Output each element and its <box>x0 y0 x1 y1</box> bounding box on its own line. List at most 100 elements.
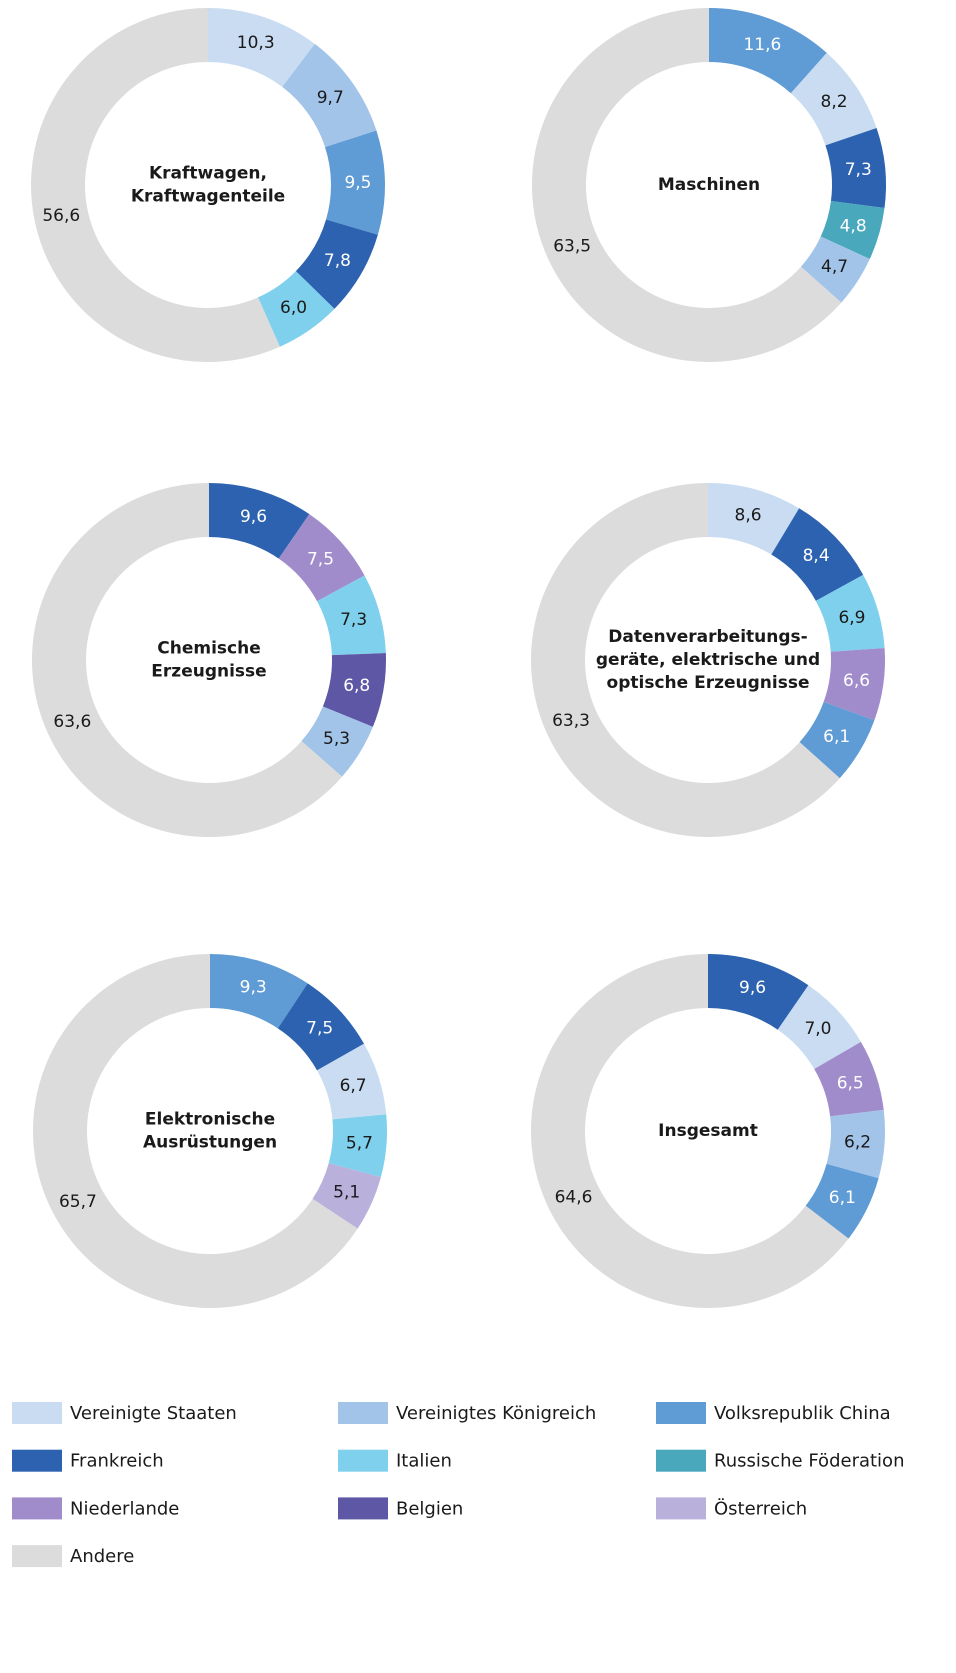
legend-label: Österreich <box>714 1497 807 1519</box>
value-label: 6,6 <box>843 671 870 691</box>
value-label: 7,3 <box>340 610 367 630</box>
chart-title: Ausrüstungen <box>143 1133 277 1153</box>
legend-swatch <box>338 1497 388 1520</box>
chart-title: Kraftwagen, <box>149 164 267 184</box>
donut-segment <box>771 508 864 601</box>
donut-segment <box>799 701 875 779</box>
value-label: 9,6 <box>240 507 267 527</box>
value-label: 7,0 <box>804 1019 831 1039</box>
donut-segment <box>800 236 870 303</box>
chart-title: Erzeugnisse <box>151 662 266 682</box>
donut-segment <box>823 648 885 721</box>
donut-segment <box>33 954 358 1308</box>
value-label: 56,6 <box>42 206 80 226</box>
value-label: 5,7 <box>346 1134 373 1154</box>
donut-segment <box>814 1041 884 1117</box>
chart-title: Kraftwagenteile <box>131 187 285 207</box>
value-label: 6,7 <box>340 1076 367 1096</box>
donut-segment <box>815 574 885 652</box>
value-label: 10,3 <box>237 33 275 53</box>
legend-swatch <box>12 1449 62 1472</box>
value-label: 6,5 <box>837 1073 864 1093</box>
donut-segment <box>209 483 310 559</box>
value-label: 8,4 <box>803 546 830 566</box>
value-label: 11,6 <box>743 35 781 55</box>
value-label: 8,6 <box>735 505 762 525</box>
donut-segment <box>282 43 377 148</box>
donut-segment <box>31 8 280 362</box>
value-label: 5,3 <box>323 729 350 749</box>
legend-swatch <box>656 1449 706 1472</box>
value-label: 6,1 <box>823 727 850 747</box>
legend-swatch <box>656 1497 706 1520</box>
donut-segment <box>210 954 308 1029</box>
donut-segment <box>301 706 373 777</box>
donut-segment <box>531 483 840 837</box>
legend-swatch <box>12 1497 62 1520</box>
donut-segment <box>325 130 385 235</box>
chart-title: Insgesamt <box>658 1121 758 1141</box>
donut-segment <box>531 954 849 1308</box>
donut-segment <box>826 1109 885 1179</box>
value-label: 63,6 <box>53 712 91 732</box>
chart-title: Datenverarbeitungs- <box>608 627 807 647</box>
legend-label: Russische Föderation <box>714 1451 904 1472</box>
legend-label: Andere <box>70 1546 134 1567</box>
value-label: 64,6 <box>555 1187 593 1207</box>
chart-title: optische Erzeugnisse <box>607 673 810 693</box>
legend-swatch <box>338 1402 388 1424</box>
donut-segment <box>278 514 365 602</box>
value-label: 9,6 <box>739 978 766 998</box>
value-label: 8,2 <box>821 92 848 112</box>
legend-label: Italien <box>396 1451 452 1472</box>
donut-segment <box>790 52 877 146</box>
legend-label: Volksrepublik China <box>714 1403 891 1424</box>
value-label: 4,7 <box>821 257 848 277</box>
value-label: 6,8 <box>343 676 370 696</box>
legend-swatch <box>12 1545 62 1568</box>
donut-segment <box>708 954 809 1030</box>
donut-segment <box>328 1114 388 1178</box>
donut-segment <box>709 8 827 94</box>
value-label: 6,0 <box>280 298 307 318</box>
legend-label: Frankreich <box>70 1451 164 1472</box>
value-label: 63,3 <box>552 711 590 731</box>
value-label: 9,5 <box>344 173 371 193</box>
donut-segment <box>820 200 885 260</box>
value-label: 7,8 <box>324 251 351 271</box>
legend-swatch <box>338 1449 388 1472</box>
legend-swatch <box>12 1402 62 1424</box>
value-label: 7,3 <box>845 160 872 180</box>
value-label: 9,3 <box>240 977 267 997</box>
value-label: 6,1 <box>829 1188 856 1208</box>
value-label: 6,2 <box>844 1132 871 1152</box>
chart-title: geräte, elektrische und <box>596 650 820 670</box>
value-label: 7,5 <box>306 1019 333 1039</box>
chart-title: Elektronische <box>145 1110 275 1130</box>
donut-segment <box>257 271 335 347</box>
donut-segment <box>317 1043 387 1120</box>
value-label: 5,1 <box>333 1183 360 1203</box>
donut-segment <box>322 653 386 727</box>
donut-segment <box>277 983 365 1071</box>
value-label: 4,8 <box>840 217 867 237</box>
donut-segment <box>805 1163 879 1239</box>
donut-segment <box>777 985 861 1070</box>
value-label: 7,5 <box>307 550 334 570</box>
legend-label: Vereinigtes Königreich <box>396 1403 596 1424</box>
donut-segment <box>31 483 343 837</box>
chart-title: Maschinen <box>658 175 760 195</box>
donut-segment <box>708 483 800 555</box>
legend-swatch <box>656 1402 706 1424</box>
donut-segment <box>312 1163 381 1229</box>
value-label: 65,7 <box>59 1192 97 1212</box>
legend-label: Niederlande <box>70 1498 179 1519</box>
legend-label: Vereinigte Staaten <box>70 1403 237 1424</box>
chart-title: Chemische <box>157 639 260 659</box>
value-label: 63,5 <box>553 236 591 256</box>
donut-segment <box>532 8 842 362</box>
donut-segment <box>317 575 386 656</box>
value-label: 6,9 <box>838 608 865 628</box>
